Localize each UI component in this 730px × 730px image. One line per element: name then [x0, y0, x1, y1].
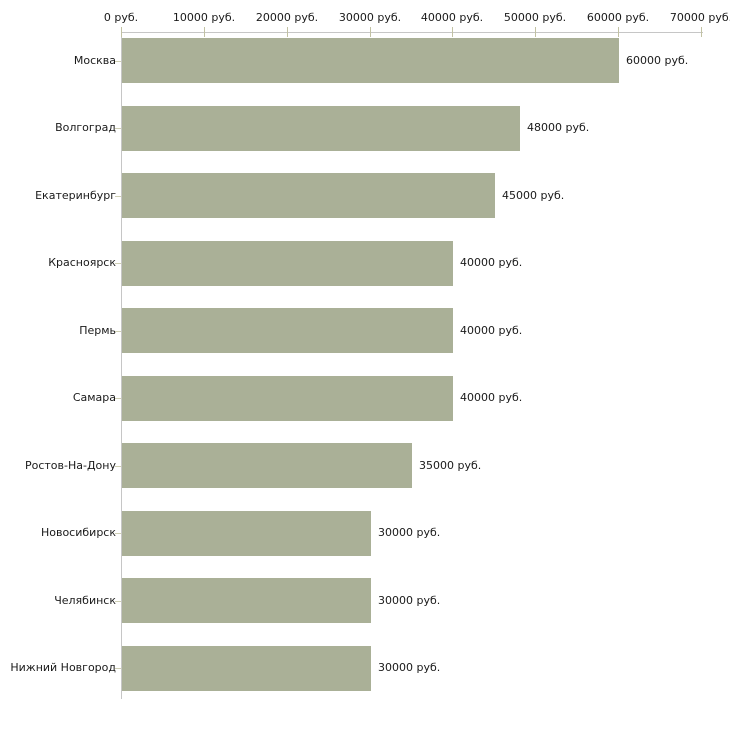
x-axis-tick-label: 40000 руб.	[420, 11, 484, 24]
value-label: 40000 руб.	[460, 324, 523, 337]
value-label: 30000 руб.	[378, 526, 441, 539]
x-axis-tick-label: 50000 руб.	[503, 11, 567, 24]
bar	[122, 443, 412, 488]
category-label: Волгоград	[55, 121, 116, 134]
x-axis-tick-label: 10000 руб.	[172, 11, 236, 24]
bar	[122, 241, 453, 286]
x-axis-tick-label: 20000 руб.	[255, 11, 319, 24]
x-axis-tick	[452, 27, 453, 37]
value-label: 48000 руб.	[527, 121, 590, 134]
category-tick	[115, 601, 121, 602]
bar	[122, 308, 453, 353]
x-axis-tick	[204, 27, 205, 37]
x-axis-tick-label: 30000 руб.	[338, 11, 402, 24]
x-axis-tick-label: 70000 руб.	[669, 11, 730, 24]
category-tick	[115, 128, 121, 129]
category-label: Москва	[73, 54, 116, 67]
category-tick	[115, 196, 121, 197]
value-label: 60000 руб.	[626, 54, 689, 67]
category-label: Нижний Новгород	[10, 661, 116, 674]
bar	[122, 173, 495, 218]
x-axis-tick	[618, 27, 619, 37]
category-tick	[115, 263, 121, 264]
category-label: Пермь	[79, 324, 116, 337]
value-label: 45000 руб.	[502, 189, 565, 202]
category-label: Красноярск	[48, 256, 116, 269]
value-label: 30000 руб.	[378, 594, 441, 607]
x-axis-tick-label: 60000 руб.	[586, 11, 650, 24]
bar	[122, 106, 520, 151]
category-label: Челябинск	[54, 594, 116, 607]
category-label: Новосибирск	[40, 526, 116, 539]
bar	[122, 578, 371, 623]
x-axis-tick	[701, 27, 702, 37]
bar	[122, 376, 453, 421]
x-axis-line	[121, 32, 703, 33]
y-axis-line	[121, 32, 122, 699]
category-label: Самара	[72, 391, 116, 404]
category-label: Екатеринбург	[35, 189, 116, 202]
x-axis-tick	[287, 27, 288, 37]
category-tick	[115, 466, 121, 467]
category-tick	[115, 398, 121, 399]
bar	[122, 38, 619, 83]
bar	[122, 646, 371, 691]
x-axis-tick	[535, 27, 536, 37]
value-label: 40000 руб.	[460, 391, 523, 404]
x-axis-tick	[370, 27, 371, 37]
x-axis-tick-label: 0 руб.	[103, 11, 139, 24]
category-tick	[115, 668, 121, 669]
bar	[122, 511, 371, 556]
value-label: 30000 руб.	[378, 661, 441, 674]
category-tick	[115, 331, 121, 332]
category-tick	[115, 533, 121, 534]
value-label: 40000 руб.	[460, 256, 523, 269]
value-label: 35000 руб.	[419, 459, 482, 472]
category-label: Ростов-На-Дону	[24, 459, 116, 472]
category-tick	[115, 61, 121, 62]
x-axis-tick	[121, 27, 122, 37]
